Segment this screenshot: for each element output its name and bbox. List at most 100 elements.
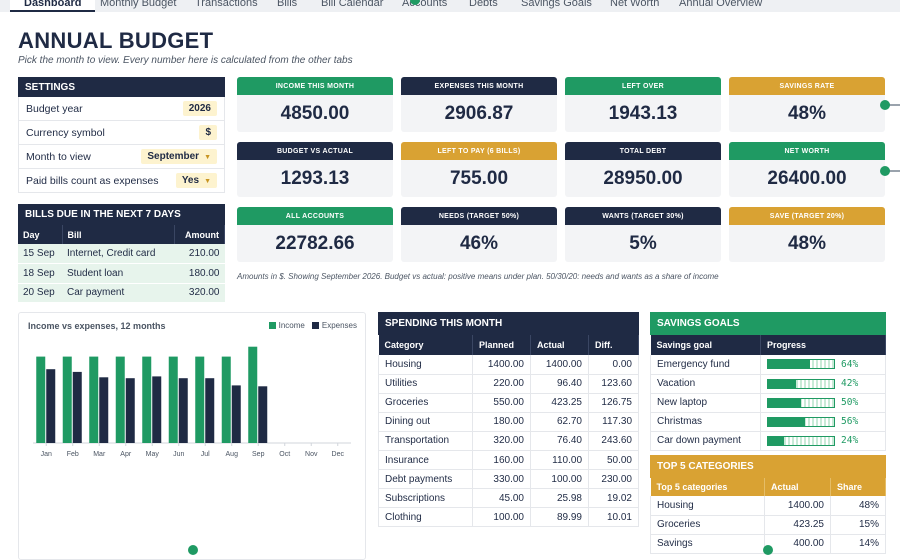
kpi-card: LEFT OVER 1943.13 (565, 77, 721, 132)
legend-swatch (311, 322, 319, 329)
bar-expenses-feb (72, 371, 82, 443)
handle-dot[interactable] (763, 545, 773, 555)
kpi-value: 755.00 (449, 167, 509, 189)
x-tick-label: Jan (41, 451, 52, 458)
planned-cell: 160.00 (472, 450, 531, 471)
column-header: Top 5 categories (650, 478, 765, 496)
tab-accounts[interactable]: Accounts (402, 0, 448, 9)
actual-cell: 1400.00 (530, 355, 589, 375)
progress-bar (767, 416, 835, 427)
paid-bills-select[interactable]: Yes ▼ (175, 173, 217, 188)
category-cell: Insurance (378, 450, 473, 471)
x-tick-label: Nov (305, 451, 318, 458)
x-tick-label: Jun (173, 451, 184, 458)
kpi-label: ALL ACCOUNTS (237, 207, 393, 225)
goal-progress: 42% (760, 374, 886, 394)
actual-cell: 76.40 (530, 431, 589, 451)
x-tick-label: Sep (252, 451, 265, 458)
goal-name: Christmas (650, 412, 761, 432)
kpi-value: 46% (459, 232, 499, 254)
handle-dot[interactable] (880, 100, 890, 110)
planned-cell: 220.00 (472, 374, 531, 394)
category-cell: Groceries (378, 393, 473, 413)
tab-bill-calendar[interactable]: Bill Calendar (321, 0, 384, 9)
bill-amount: 320.00 (174, 283, 225, 303)
budget-year-input[interactable]: 2026 (182, 101, 217, 116)
diff-cell: 50.00 (588, 450, 639, 471)
actual-cell: 110.00 (530, 450, 589, 471)
chart-canvas: Jan Feb Mar Apr May Jun Jul Aug Sep Oct Nov Dec (33, 346, 351, 458)
progress-bar (767, 359, 835, 370)
actual-cell: 423.25 (530, 393, 589, 413)
legend-expenses: Expenses (311, 321, 357, 330)
legend-label: Income (278, 321, 305, 330)
progress-percent: 24% (841, 435, 859, 447)
tab-transactions[interactable]: Transactions (195, 0, 258, 9)
bill-day: 15 Sep (18, 244, 62, 264)
category-cell: Clothing (378, 507, 473, 528)
bills-heading: BILLS DUE IN THE NEXT 7 DAYS (18, 204, 225, 225)
actual-cell: 400.00 (764, 534, 831, 554)
planned-cell: 320.00 (472, 431, 531, 451)
bill-day: 18 Sep (18, 263, 62, 284)
table-row: Dining out 180.00 62.70 117.30 (378, 412, 639, 432)
bar-expenses-aug (231, 385, 241, 443)
tab-savings-goals[interactable]: Savings Goals (521, 0, 592, 9)
category-cell: Transportation (378, 431, 473, 451)
tab-monthly-budget[interactable]: Monthly Budget (100, 0, 177, 9)
progress-wrap: 64% (767, 359, 879, 370)
goal-name: Vacation (650, 374, 761, 394)
handle-dot[interactable] (188, 545, 198, 555)
column-header: Diff. (588, 335, 639, 355)
goal-name: Car down payment (650, 431, 761, 451)
tab-debts[interactable]: Debts (469, 0, 498, 9)
settings-heading: SETTINGS (18, 77, 225, 97)
tab-net-worth[interactable]: Net Worth (610, 0, 660, 9)
diff-cell: 230.00 (588, 469, 639, 490)
top-categories-panel: TOP 5 CATEGORIES Top 5 categories Actual… (650, 455, 886, 554)
table-row: Vacation 42% (650, 374, 886, 394)
kpi-value: 26400.00 (767, 167, 847, 189)
actual-cell: 100.00 (530, 469, 589, 490)
month-select-value: September (147, 151, 200, 162)
x-tick-label: Apr (120, 451, 132, 458)
diff-cell: 243.60 (588, 431, 639, 451)
bar-expenses-jan (46, 369, 56, 443)
kpi-label: WANTS (TARGET 30%) (565, 207, 721, 225)
progress-bar (767, 397, 835, 408)
chevron-down-icon: ▼ (204, 178, 211, 185)
setting-label: Currency symbol (26, 126, 105, 139)
planned-cell: 550.00 (472, 393, 531, 413)
progress-bar (767, 378, 835, 389)
bills-table: Day Bill Amount 15 Sep Internet, Credit … (18, 225, 225, 303)
handle-dot[interactable] (410, 0, 420, 5)
setting-month-to-view: Month to view September ▼ (18, 145, 225, 169)
table-row: 15 Sep Internet, Credit card 210.00 (18, 244, 225, 264)
progress-bar (767, 435, 835, 446)
table-row: Housing 1400.00 1400.00 0.00 (378, 355, 639, 375)
tab-dashboard[interactable]: Dashboard (10, 0, 96, 12)
month-select[interactable]: September ▼ (141, 149, 217, 164)
table-row: Car down payment 24% (650, 431, 886, 451)
kpi-label: NET WORTH (729, 142, 885, 160)
table-row: Subscriptions 45.00 25.98 19.02 (378, 488, 639, 509)
setting-label: Month to view (26, 150, 91, 163)
tab-bills[interactable]: Bills (277, 0, 298, 9)
setting-paid-bills: Paid bills count as expenses Yes ▼ (18, 169, 225, 193)
kpi-value: 1943.13 (608, 102, 678, 124)
tab-annual-overview[interactable]: Annual Overview (679, 0, 763, 9)
table-row: 18 Sep Student loan 180.00 (18, 263, 225, 284)
top5-heading: TOP 5 CATEGORIES (650, 455, 886, 478)
kpi-label: EXPENSES THIS MONTH (401, 77, 557, 95)
bar-income-jan (36, 356, 46, 443)
category-cell: Housing (378, 355, 473, 375)
table-row: Groceries 550.00 423.25 126.75 (378, 393, 639, 413)
kpi-value: 2906.87 (444, 102, 514, 124)
planned-cell: 1400.00 (472, 355, 531, 375)
handle-dot[interactable] (880, 166, 890, 176)
actual-cell: 62.70 (530, 412, 589, 432)
x-tick-label: Jul (201, 451, 210, 458)
goal-progress: 64% (760, 355, 886, 375)
currency-symbol-input[interactable]: $ (199, 125, 217, 140)
page-subtitle: Pick the month to view. Every number her… (18, 55, 353, 66)
